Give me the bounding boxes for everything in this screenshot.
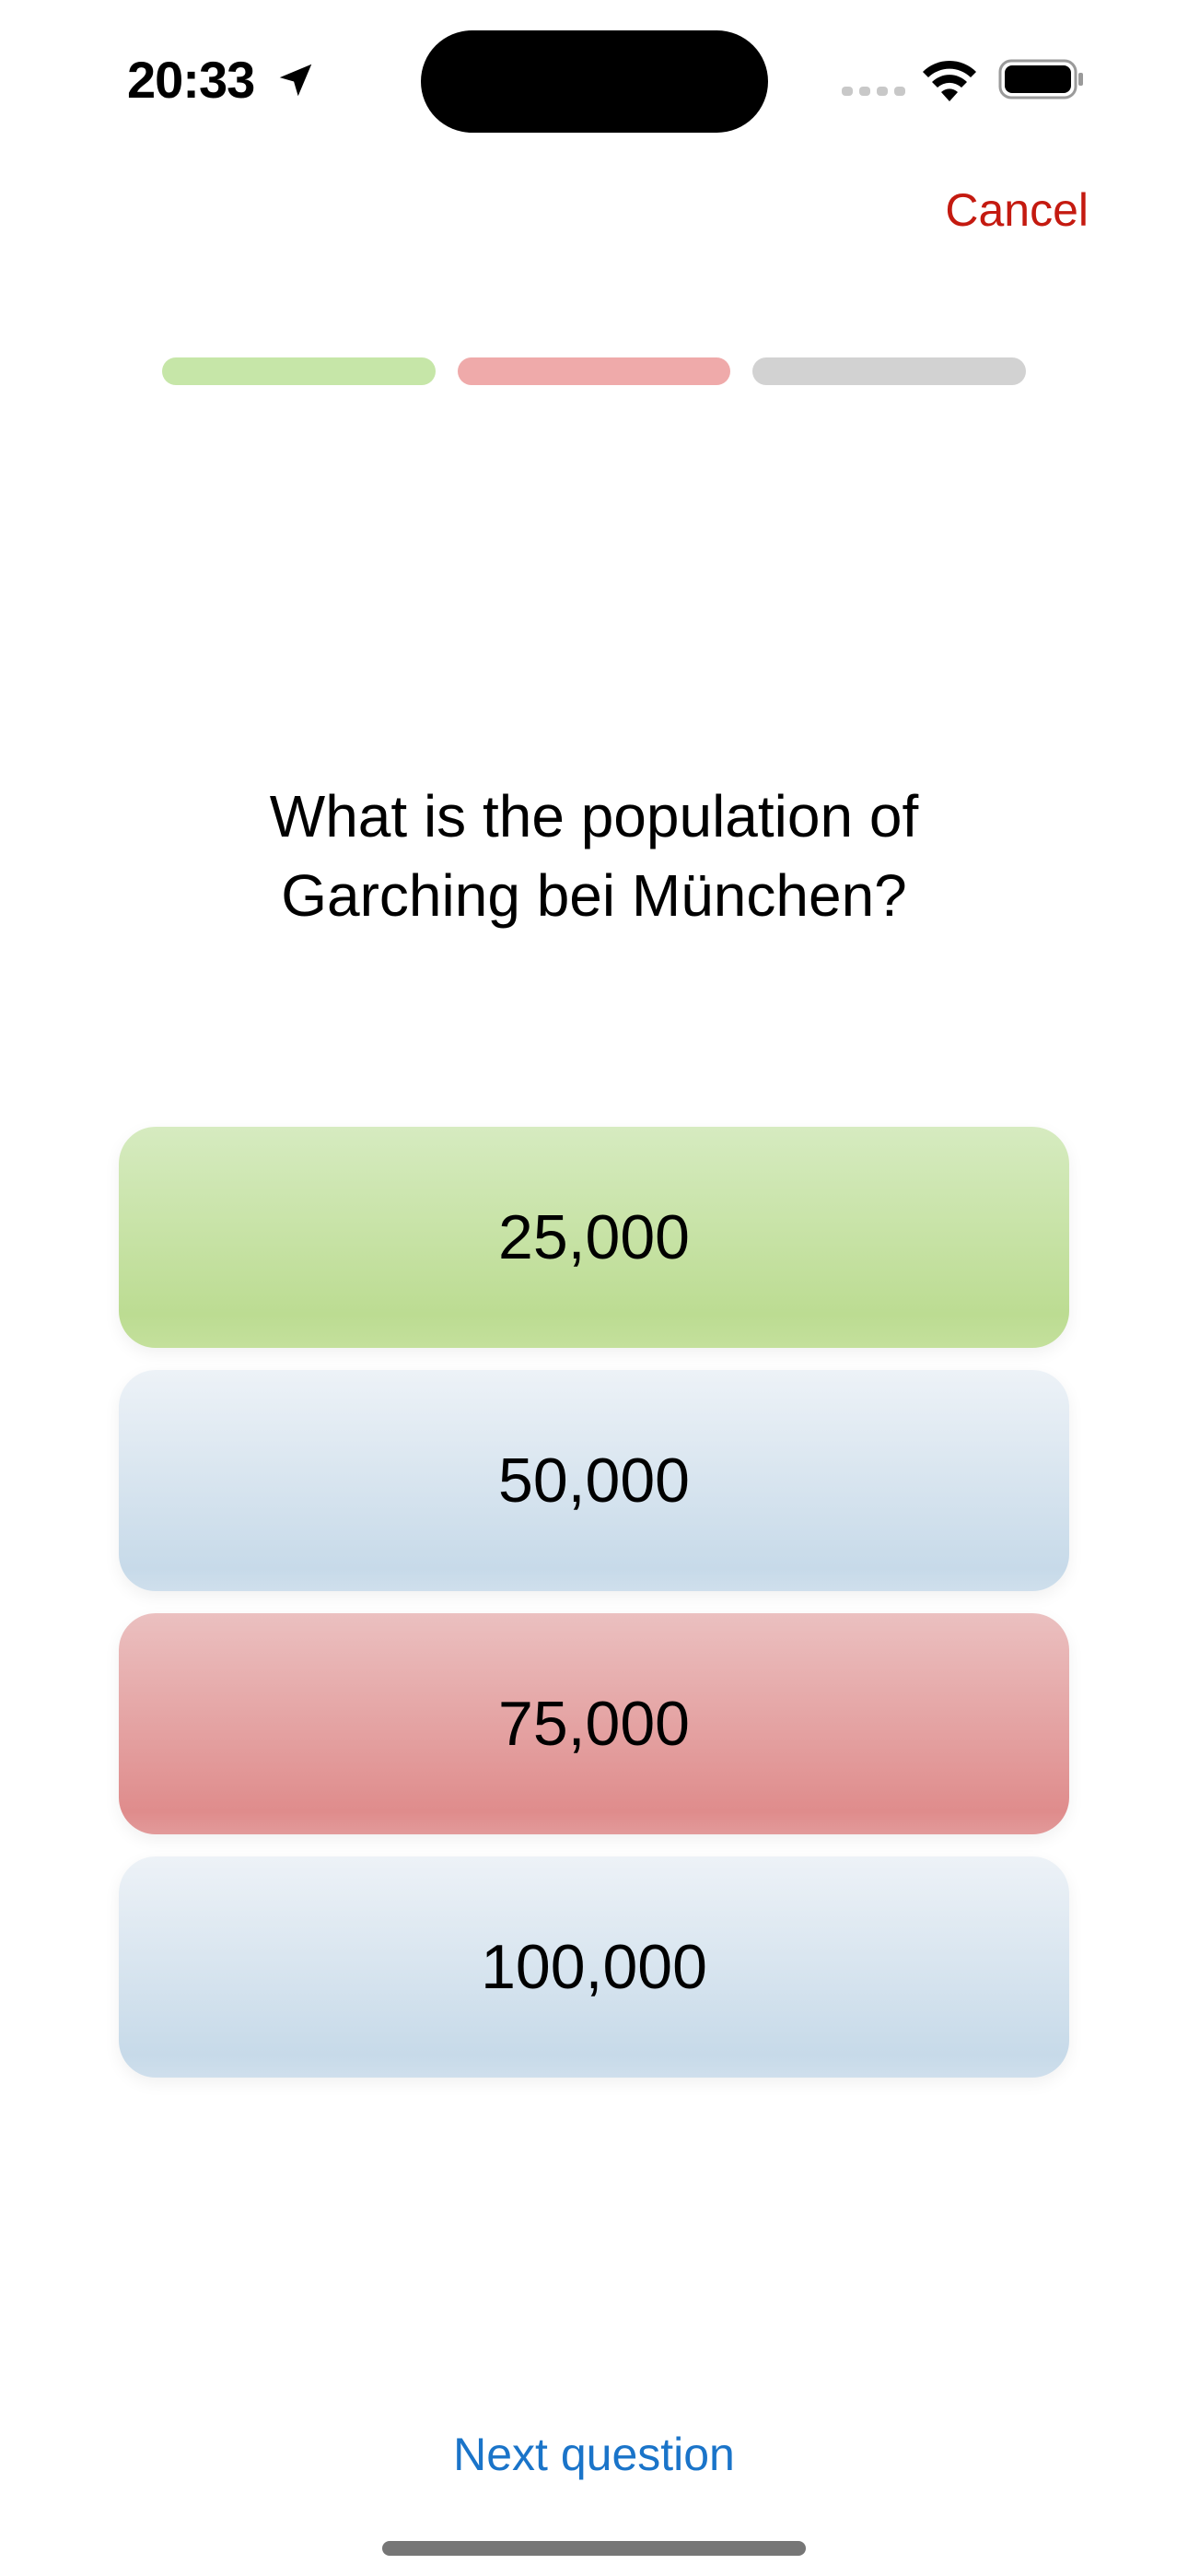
cellular-signal-icon [842, 87, 905, 96]
wifi-icon [923, 60, 976, 101]
answer-label: 75,000 [498, 1689, 690, 1759]
answer-option-1[interactable]: 25,000 [119, 1127, 1069, 1348]
quiz-progress [162, 357, 1027, 387]
answer-label: 100,000 [481, 1932, 707, 2002]
next-question-button[interactable]: Next question [453, 2429, 735, 2480]
cancel-button[interactable]: Cancel [945, 184, 1089, 236]
status-bar: 20:33 [0, 0, 1188, 161]
answer-option-3[interactable]: 75,000 [119, 1613, 1069, 1834]
answer-label: 50,000 [498, 1446, 690, 1516]
status-time: 20:33 [127, 51, 255, 109]
home-indicator[interactable] [382, 2541, 806, 2556]
question-text: What is the population of Garching bei M… [269, 783, 919, 929]
progress-segment-1 [162, 357, 436, 385]
answer-option-4[interactable]: 100,000 [119, 1856, 1069, 2078]
progress-segment-3 [752, 357, 1027, 385]
answer-option-2[interactable]: 50,000 [119, 1370, 1069, 1591]
location-arrow-icon [279, 64, 312, 97]
battery-icon [998, 59, 1083, 100]
dynamic-island [421, 30, 768, 133]
progress-segment-2 [457, 357, 731, 385]
answer-label: 25,000 [498, 1202, 690, 1272]
answer-list: 25,000 50,000 75,000 100,000 [119, 1127, 1069, 2100]
